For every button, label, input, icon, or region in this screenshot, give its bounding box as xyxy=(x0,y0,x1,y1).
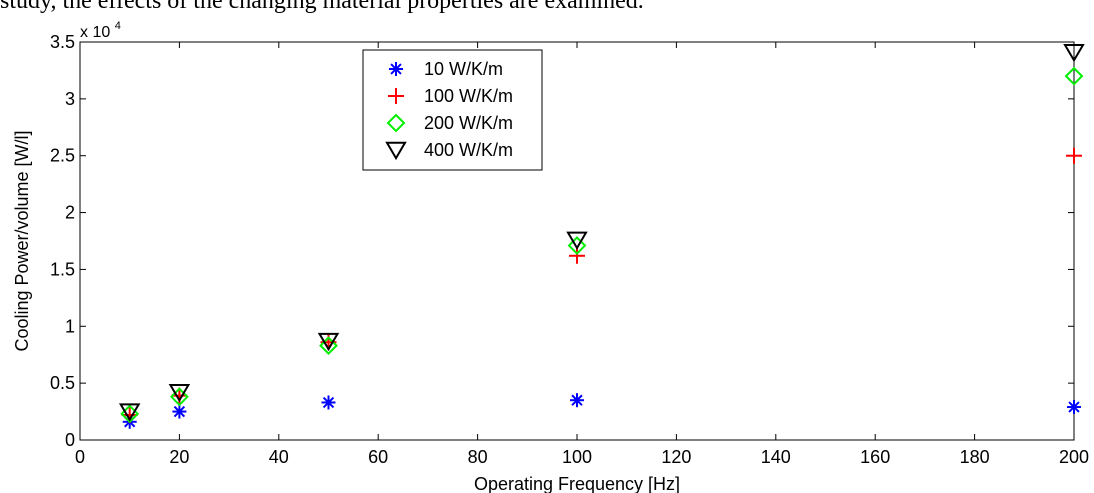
y-multiplier-base: x 10 xyxy=(80,24,110,41)
data-points xyxy=(118,44,1085,429)
y-axis-multiplier: x 10 4 xyxy=(80,20,121,41)
y-tick-label: 3.5 xyxy=(50,32,75,52)
x-tick-label: 140 xyxy=(761,447,791,467)
data-point-asterisk xyxy=(570,393,584,408)
y-tick-label: 1.5 xyxy=(50,259,75,279)
legend-label: 400 W/K/m xyxy=(424,140,513,160)
x-tick-label: 100 xyxy=(562,447,592,467)
data-point-triangle-down xyxy=(118,403,141,422)
x-tick-label: 20 xyxy=(169,447,189,467)
y-tick-label: 0 xyxy=(65,430,75,450)
data-point-asterisk xyxy=(321,395,336,410)
x-axis: 0 20 40 60 80 100 120 140 160 180 200 xyxy=(75,42,1089,467)
x-tick-label: 180 xyxy=(960,447,990,467)
plot-area xyxy=(79,41,1075,441)
y-axis: 0 0.5 1 1.5 2 2.5 3 3.5 xyxy=(50,32,1074,450)
x-tick-label: 80 xyxy=(468,447,488,467)
data-point-triangle-down xyxy=(317,332,340,352)
legend-marker-asterisk xyxy=(389,62,403,76)
data-point-triangle-down xyxy=(566,231,588,250)
x-tick-label: 0 xyxy=(75,447,85,467)
data-point-asterisk xyxy=(1067,400,1081,415)
legend-label: 200 W/K/m xyxy=(424,113,513,133)
x-tick-label: 60 xyxy=(368,447,388,467)
x-axis-label: Operating Frequency [Hz] xyxy=(474,474,680,493)
x-tick-label: 40 xyxy=(269,447,289,467)
data-point-triangle-down xyxy=(168,384,191,403)
data-point-triangle-down xyxy=(1063,44,1085,63)
legend: 10 W/K/m 100 W/K/m 200 W/K/m 400 W/K/m xyxy=(362,49,543,171)
legend-marker-plus xyxy=(388,88,404,104)
y-tick-label: 2.5 xyxy=(50,146,75,166)
x-tick-label: 200 xyxy=(1059,447,1089,467)
page-body-text: study, the effects of the changing mater… xyxy=(0,0,644,14)
legend-label: 10 W/K/m xyxy=(424,59,503,79)
data-point-diamond xyxy=(567,236,587,255)
data-point-diamond xyxy=(1064,66,1084,86)
y-axis-label: Cooling Power/volume [W/l] xyxy=(12,130,32,351)
x-tick-label: 160 xyxy=(860,447,890,467)
data-point-plus xyxy=(1066,147,1082,164)
data-point-asterisk xyxy=(172,404,187,419)
data-point-plus xyxy=(569,247,585,264)
data-point-diamond xyxy=(169,387,189,407)
data-point-diamond xyxy=(319,336,338,356)
y-tick-label: 3 xyxy=(65,89,75,109)
y-tick-label: 0.5 xyxy=(50,373,75,393)
y-tick-label: 2 xyxy=(65,203,75,223)
legend-marker-diamond xyxy=(386,113,406,133)
y-tick-label: 1 xyxy=(65,316,75,336)
y-multiplier-exponent: 4 xyxy=(115,20,121,32)
x-tick-label: 120 xyxy=(661,447,691,467)
legend-marker-triangle-down xyxy=(385,141,407,161)
legend-label: 100 W/K/m xyxy=(424,86,513,106)
